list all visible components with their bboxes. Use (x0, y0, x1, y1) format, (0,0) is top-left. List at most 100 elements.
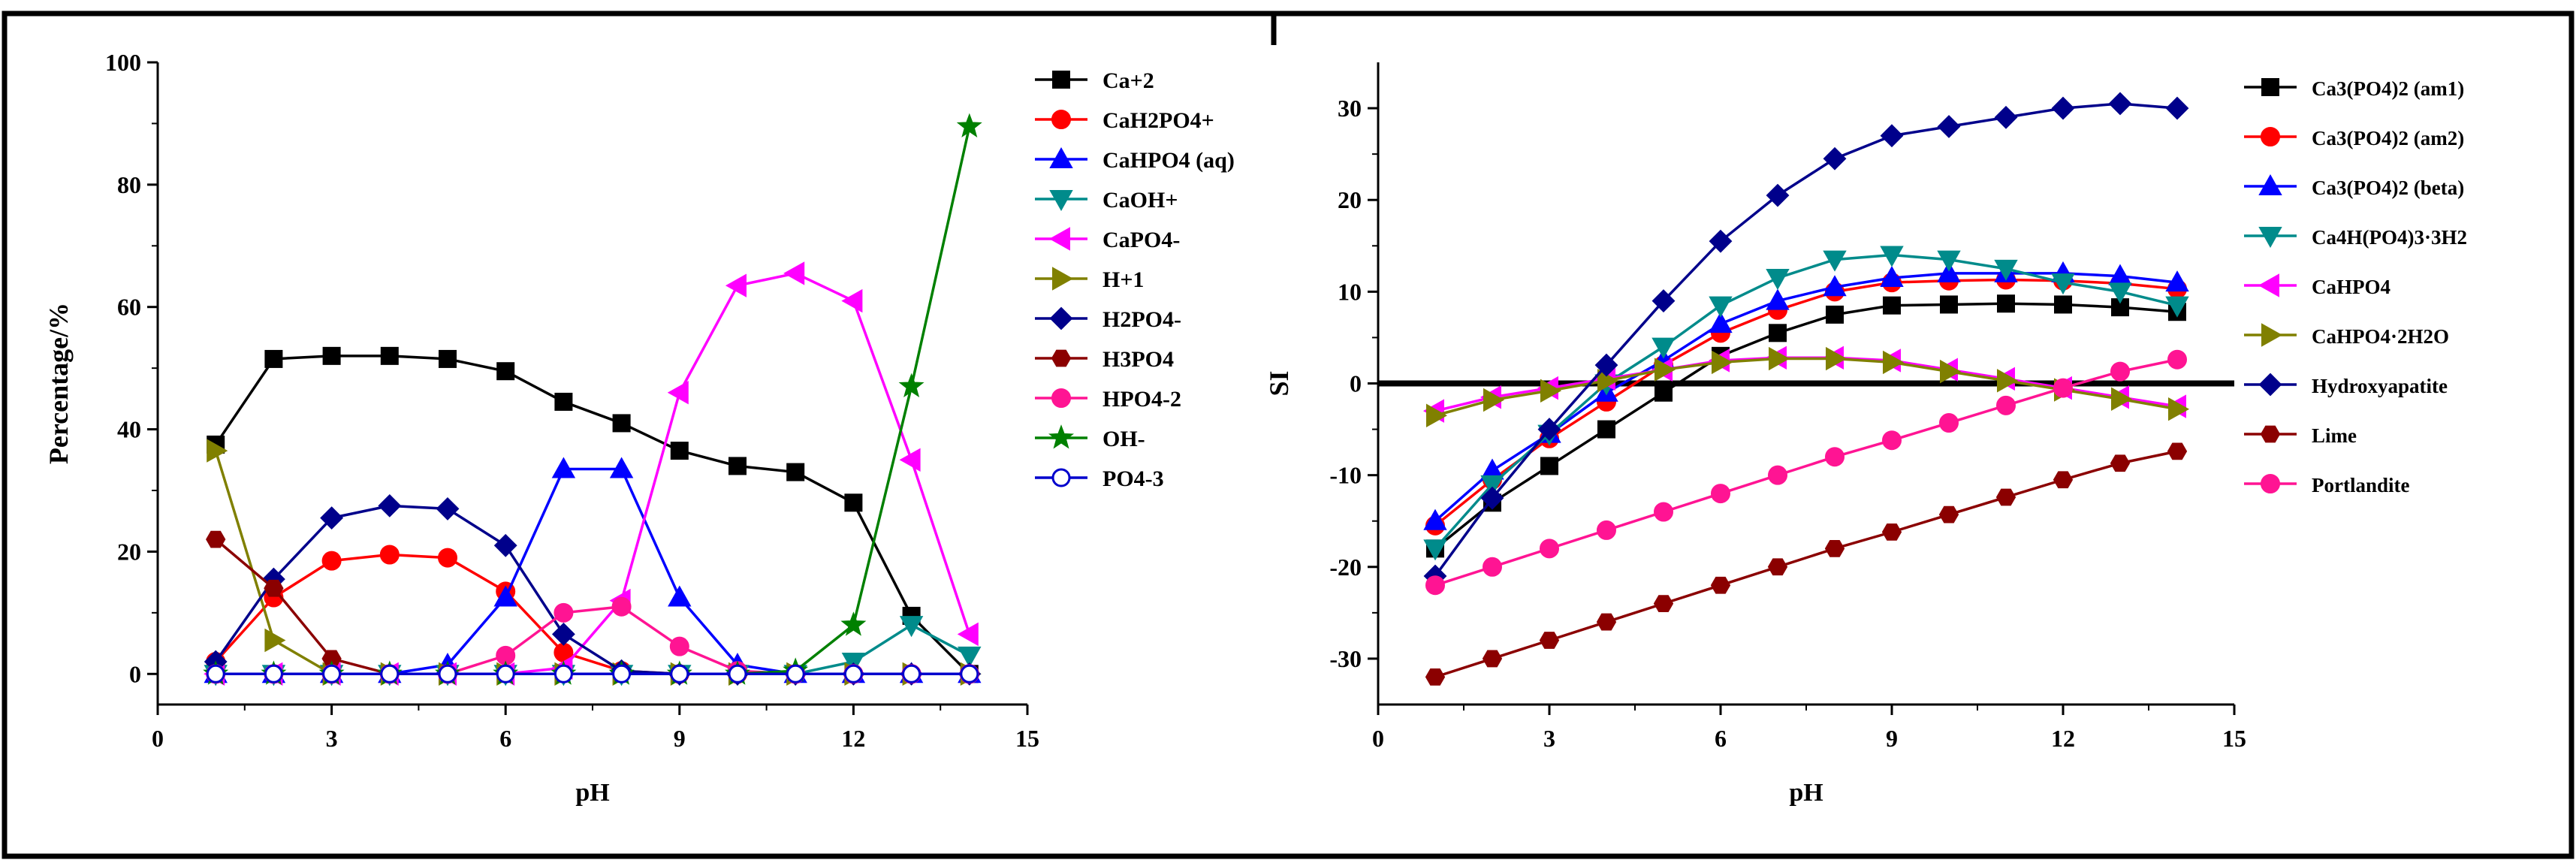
data-point (378, 493, 402, 517)
data-point (786, 463, 805, 481)
legend-marker (1051, 388, 1071, 408)
data-point (669, 636, 689, 656)
data-point (1880, 124, 1904, 148)
data-point (2053, 378, 2073, 398)
legend-label: Ca3(PO4)2 (am1) (2312, 77, 2464, 100)
data-point (902, 664, 922, 683)
legend-label: CaHPO4·2H2O (2312, 325, 2449, 348)
data-point (1994, 259, 2018, 281)
x-tick-label: 12 (841, 725, 865, 752)
data-point (439, 349, 457, 368)
data-point (1940, 359, 1962, 384)
y-tick-label: 20 (1338, 186, 1362, 213)
data-point (264, 349, 283, 368)
legend-marker (2261, 127, 2280, 146)
data-point (841, 288, 863, 313)
data-point (2051, 96, 2075, 120)
data-point (207, 439, 228, 463)
x-tick-label: 0 (152, 725, 164, 752)
data-point (609, 457, 634, 478)
chart-saturation-index: 0 3 6 9 12 15 -30 -20 -10 0 10 20 30 pH SI Ca3(PO4)2 (a… (1264, 62, 2467, 807)
legend-label: Ca4H(PO4)3·3H2 (2312, 226, 2467, 249)
data-point (2167, 349, 2187, 370)
series-h3po4 (206, 530, 979, 683)
legend-marker (1048, 424, 1074, 449)
data-point (1709, 312, 1733, 333)
data-point (1539, 632, 1560, 649)
legend-label: CaH2PO4+ (1102, 108, 1214, 133)
legend-marker (2258, 273, 2279, 297)
series-cah2po4 (206, 545, 979, 684)
legend-marker (2261, 474, 2280, 493)
data-point (2108, 282, 2132, 304)
data-point (1823, 275, 1847, 297)
legend-label: PO4-3 (1102, 466, 1164, 491)
data-point (1766, 183, 1790, 207)
y-tick-label: 30 (1338, 95, 1362, 122)
data-point (496, 362, 515, 381)
y-tick-label: 60 (117, 294, 141, 321)
data-point (1826, 305, 1844, 324)
legend-marker (1049, 306, 1073, 330)
legend-label: HPO4-2 (1102, 387, 1181, 412)
data-point (1769, 346, 1790, 371)
data-point (1480, 486, 1504, 510)
y-tick-label: 40 (117, 416, 141, 443)
data-point (380, 346, 399, 365)
data-point (1540, 539, 1559, 559)
x-tick-label: 6 (1715, 725, 1727, 752)
data-point (1425, 668, 1446, 686)
series-po4-3 (206, 664, 979, 683)
series-line (1434, 302, 2178, 550)
data-point (438, 664, 457, 683)
data-point (2165, 296, 2189, 318)
legend-marker (2258, 373, 2282, 397)
legend-marker (1051, 349, 1072, 367)
data-point (725, 273, 747, 297)
y-tick-label: -10 (1329, 462, 1362, 489)
data-point (1711, 484, 1730, 504)
data-point (1766, 269, 1790, 291)
data-point (322, 664, 342, 683)
x-axis-label: pH (575, 779, 609, 807)
legend-marker (2258, 227, 2282, 249)
legend-label: Ca+2 (1102, 68, 1154, 93)
legend: Ca+2 CaH2PO4+ CaHPO4 (aq) CaOH+ CaPO4- H+1 H2P… (1035, 68, 1235, 491)
x-tick-label: 9 (674, 725, 686, 752)
x-tick-label: 0 (1372, 725, 1384, 752)
data-point (670, 664, 689, 683)
data-point (1480, 475, 1504, 496)
series-line (214, 355, 971, 675)
series-ca3-po4-2-beta (1423, 261, 2189, 530)
data-point (1997, 369, 2019, 393)
data-point (1654, 502, 1673, 522)
data-point (1940, 295, 1958, 314)
data-point (956, 113, 982, 137)
data-point (1540, 457, 1558, 475)
data-point (554, 602, 574, 623)
data-point (1939, 413, 1959, 433)
data-point (1937, 250, 1961, 272)
y-tick-label: 100 (105, 49, 141, 76)
y-tick-label: 0 (129, 660, 141, 687)
data-point (2054, 295, 2072, 314)
x-tick-label: 3 (1543, 725, 1555, 752)
data-point (1883, 350, 1905, 375)
legend-label: CaPO4- (1102, 228, 1180, 252)
legend: Ca3(PO4)2 (am1) Ca3(PO4)2 (am2) Ca3(PO4)2 … (2244, 77, 2467, 496)
legend-label: Portlandite (2312, 474, 2409, 496)
data-point (1937, 261, 1961, 282)
legend-marker (1049, 146, 1073, 168)
data-point (1767, 558, 1788, 576)
data-point (958, 646, 982, 668)
chart-percentage: 0 3 6 9 12 15020406080100pHPercentage/%Ca+2Ca… (44, 49, 1235, 807)
data-point (551, 622, 575, 646)
data-point (840, 611, 867, 636)
legend-marker (2260, 425, 2281, 443)
x-tick-label: 6 (499, 725, 511, 752)
data-point (898, 373, 925, 398)
legend-label: CaOH+ (1102, 188, 1178, 213)
series-cahpo4-2h2o (1426, 346, 2190, 427)
y-tick-label: 20 (117, 538, 141, 565)
data-point (1712, 350, 1733, 375)
